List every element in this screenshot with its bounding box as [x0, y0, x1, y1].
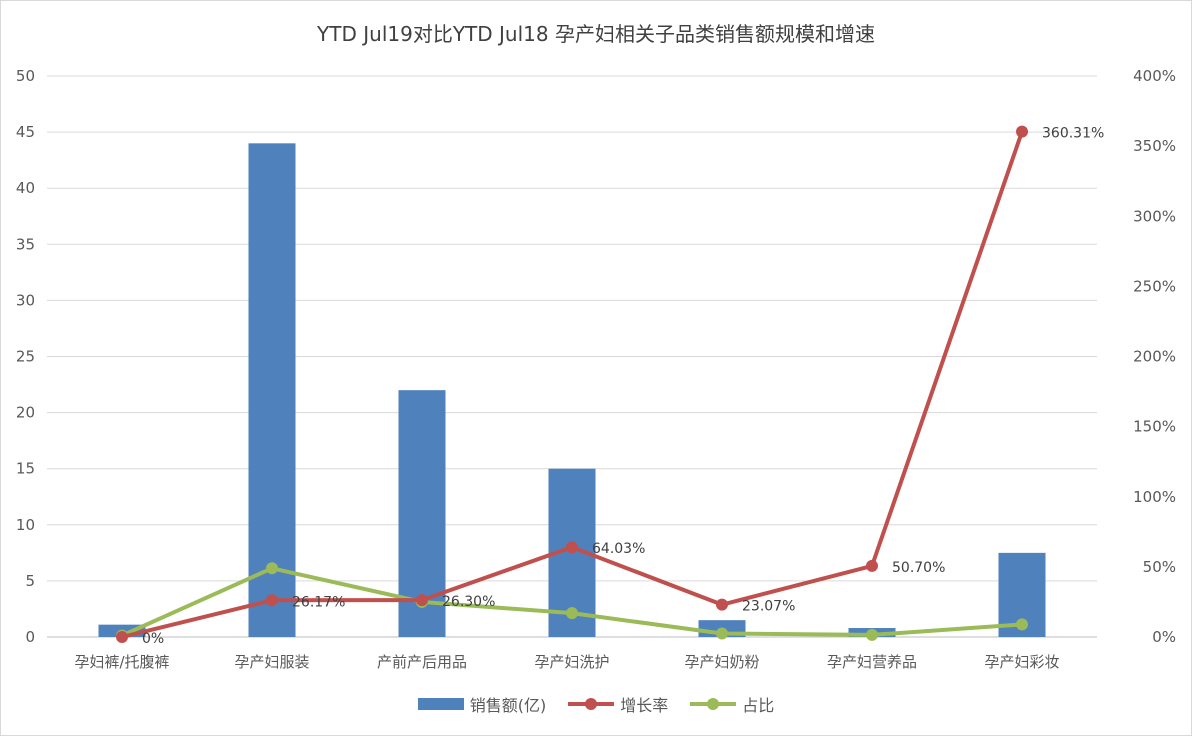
chart-title: YTD Jul19对比YTD Jul18 孕产妇相关子品类销售额规模和增速 [317, 22, 875, 46]
legend-swatch-growth [568, 697, 615, 711]
y-tick-label: 35 [16, 235, 35, 253]
legend-item-growth[interactable]: 增长率 [568, 692, 668, 716]
data-label: 0% [142, 631, 164, 647]
legend-item-sales[interactable]: 销售额(亿) [417, 692, 547, 716]
y2-tick-label: 200% [1133, 348, 1176, 366]
series-point [1016, 618, 1028, 631]
x-tick-label: 孕产妇奶粉 [684, 653, 759, 671]
series-point [416, 594, 428, 607]
y-tick-label: 45 [16, 123, 35, 141]
data-label: 23.07% [742, 599, 795, 615]
data-label: 64.03% [592, 541, 645, 557]
y-tick-label: 30 [16, 291, 35, 309]
bar [248, 143, 296, 637]
data-label: 50.70% [892, 560, 945, 576]
y2-tick-label: 50% [1143, 558, 1176, 576]
series-point [266, 594, 278, 607]
y-tick-label: 10 [16, 516, 35, 534]
legend-label-sales: 销售额(亿) [469, 696, 547, 715]
series-point [716, 627, 728, 640]
x-tick-label: 孕产妇营养品 [827, 653, 917, 671]
y2-tick-label: 300% [1133, 207, 1176, 225]
y2-tick-label: 400% [1133, 67, 1176, 85]
x-tick-label: 孕产妇彩妆 [984, 653, 1059, 671]
series-point [566, 607, 578, 620]
y-tick-label: 50 [16, 67, 35, 85]
legend-label-growth: 增长率 [620, 696, 669, 715]
series-point [116, 631, 128, 643]
data-label: 26.17% [292, 594, 345, 610]
series-point [1016, 125, 1028, 138]
chart-legend: 销售额(亿) 增长率 占比 [0, 692, 1192, 716]
y2-tick-label: 100% [1133, 488, 1176, 506]
y-tick-label: 5 [25, 572, 35, 590]
x-tick-label: 孕妇裤/托腹裤 [74, 653, 169, 671]
y-tick-label: 25 [16, 348, 35, 366]
series-point [866, 559, 878, 572]
y-tick-label: 0 [25, 628, 35, 646]
series-point [566, 541, 578, 554]
x-tick-label: 产前产后用品 [377, 653, 467, 671]
data-label: 26.30% [442, 594, 495, 610]
y-tick-label: 20 [16, 404, 35, 422]
y2-tick-label: 250% [1133, 277, 1176, 295]
legend-swatch-share [690, 697, 737, 711]
series-point [716, 598, 728, 611]
series-point [266, 562, 278, 575]
x-tick-label: 孕产妇服装 [234, 653, 309, 671]
y-tick-label: 15 [16, 460, 35, 478]
legend-item-share[interactable]: 占比 [690, 692, 774, 716]
legend-label-share: 占比 [742, 696, 775, 715]
y2-tick-label: 0% [1152, 628, 1176, 646]
y2-tick-label: 150% [1133, 418, 1176, 436]
y-tick-label: 40 [16, 179, 35, 197]
series-point [866, 628, 878, 641]
legend-swatch-sales [417, 698, 464, 710]
y2-tick-label: 350% [1133, 137, 1176, 155]
data-label: 360.31% [1042, 126, 1104, 142]
x-tick-label: 孕产妇洗护 [534, 653, 609, 671]
